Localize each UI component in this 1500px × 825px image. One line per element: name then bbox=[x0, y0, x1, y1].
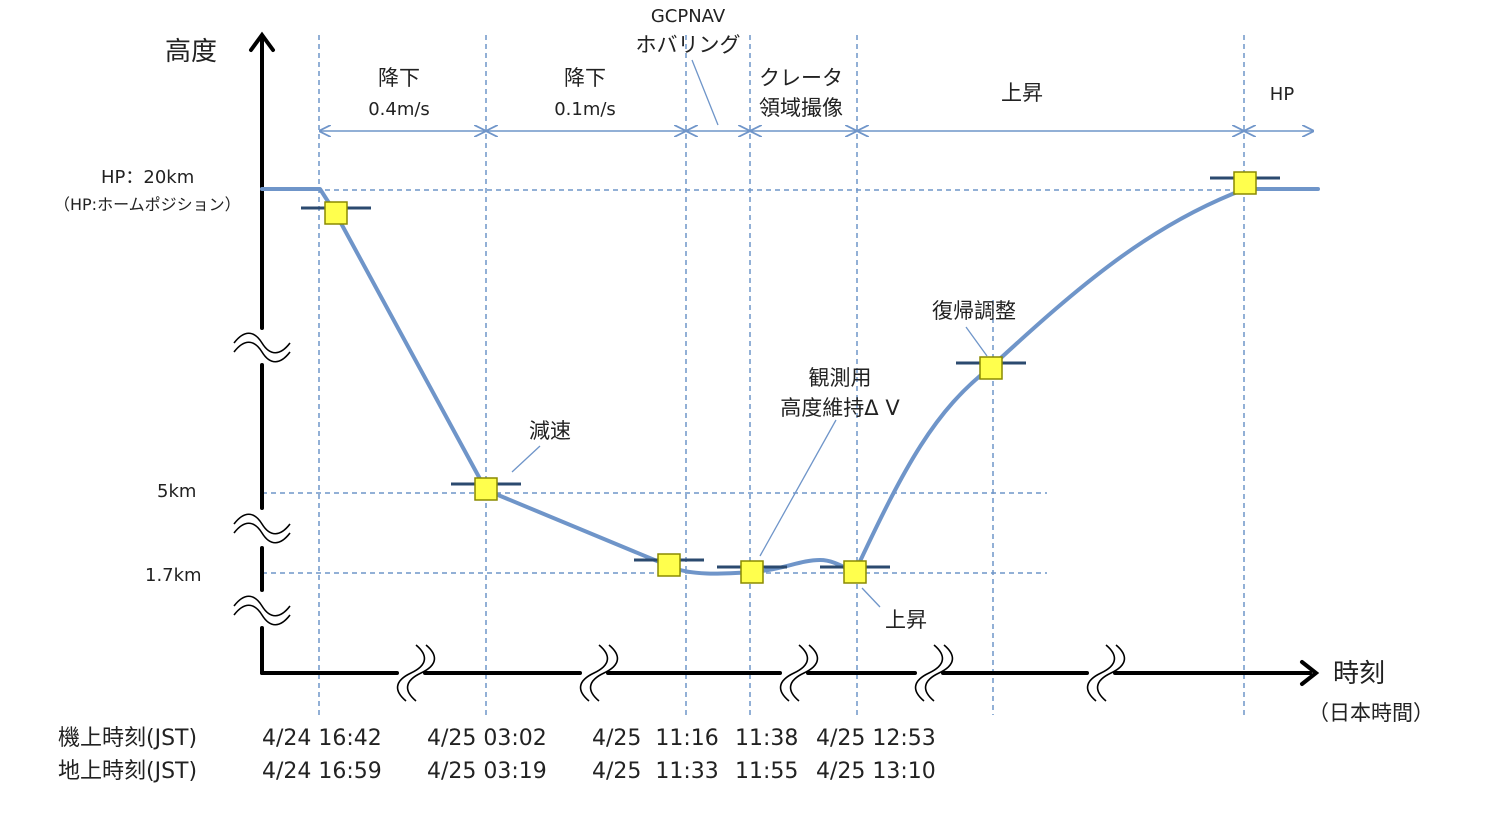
onboard-time: 4/24 16:42 bbox=[262, 726, 382, 751]
annotation-decel: 減速 bbox=[529, 419, 571, 443]
leader-recover bbox=[965, 326, 988, 357]
onboard-time-label: 機上時刻(JST) bbox=[58, 726, 197, 751]
event-marker bbox=[301, 201, 371, 225]
x-axis-arrowhead bbox=[1300, 660, 1320, 686]
x-break-mark bbox=[779, 644, 819, 702]
y-break-mark bbox=[233, 332, 291, 363]
event-marker bbox=[956, 356, 1026, 380]
axes bbox=[249, 31, 1320, 686]
event-marker bbox=[717, 560, 787, 584]
altitude-profile-curve bbox=[260, 187, 1320, 576]
leader-lines bbox=[511, 59, 988, 608]
altitude-label-5km: 5km bbox=[157, 481, 196, 502]
axis-break-marks bbox=[233, 332, 1126, 702]
x-break-mark bbox=[1086, 644, 1126, 702]
vertical-gridlines bbox=[318, 35, 1245, 715]
leader-gcpnav bbox=[691, 59, 719, 126]
x-axis-title: 時刻 bbox=[1333, 659, 1385, 689]
event-markers bbox=[301, 171, 1280, 584]
leader-decel bbox=[511, 445, 541, 473]
phase-label-descent2-rate: 0.1m/s bbox=[554, 99, 616, 120]
ground-time-label: 地上時刻(JST) bbox=[58, 759, 197, 784]
event-marker bbox=[634, 553, 704, 577]
x-axis bbox=[260, 660, 1320, 686]
ground-time: 4/25 03:19 bbox=[427, 759, 547, 784]
leader-hold bbox=[759, 419, 837, 557]
y-break-mark bbox=[233, 595, 291, 626]
altitude-label-1.7km: 1.7km bbox=[145, 565, 202, 586]
phase-label-descent1-rate: 0.4m/s bbox=[368, 99, 430, 120]
y-axis bbox=[249, 31, 275, 675]
horizontal-gridlines bbox=[262, 189, 1240, 574]
ground-time: 4/25 11:33 bbox=[592, 759, 719, 784]
phase-label-crater: クレータ bbox=[759, 66, 843, 90]
y-axis-title: 高度 bbox=[165, 37, 217, 67]
altitude-label-hp: HP：20km bbox=[101, 167, 194, 188]
phase-label-hovering: ホバリング bbox=[636, 33, 741, 57]
event-marker bbox=[1210, 171, 1280, 195]
y-break-mark bbox=[233, 513, 291, 544]
ground-time: 4/25 13:10 bbox=[816, 759, 936, 784]
annotation-recover: 復帰調整 bbox=[932, 299, 1016, 323]
onboard-time: 11:38 bbox=[735, 726, 798, 751]
x-axis-subtitle: （日本時間） bbox=[1308, 701, 1434, 725]
x-break-mark bbox=[396, 644, 436, 702]
phase-label-imaging: 領域撮像 bbox=[759, 96, 843, 120]
phase-label-descent1: 降下 bbox=[378, 66, 420, 90]
x-break-mark bbox=[914, 644, 954, 702]
phase-label-descent2: 降下 bbox=[564, 66, 606, 90]
phase-label-gcpnav: GCPNAV bbox=[651, 6, 726, 27]
event-marker bbox=[820, 560, 890, 584]
x-break-mark bbox=[579, 644, 619, 702]
annotation-ascend: 上昇 bbox=[885, 608, 927, 632]
phase-label-ascent: 上昇 bbox=[1001, 81, 1043, 105]
phase-label-hp: HP bbox=[1270, 84, 1295, 105]
event-marker bbox=[451, 477, 521, 501]
annotation-hold-2: 高度維持Δ V bbox=[780, 396, 900, 420]
annotation-hold-1: 観測用 bbox=[809, 366, 872, 390]
ground-time: 4/24 16:59 bbox=[262, 759, 382, 784]
onboard-time: 4/25 12:53 bbox=[816, 726, 936, 751]
leader-ascend bbox=[861, 587, 881, 608]
y-axis-arrowhead bbox=[249, 31, 275, 52]
onboard-time: 4/25 03:02 bbox=[427, 726, 547, 751]
onboard-time: 4/25 11:16 bbox=[592, 726, 719, 751]
ground-time: 11:55 bbox=[735, 759, 798, 784]
altitude-label-hp-note: （HP:ホームポジション） bbox=[54, 195, 241, 214]
